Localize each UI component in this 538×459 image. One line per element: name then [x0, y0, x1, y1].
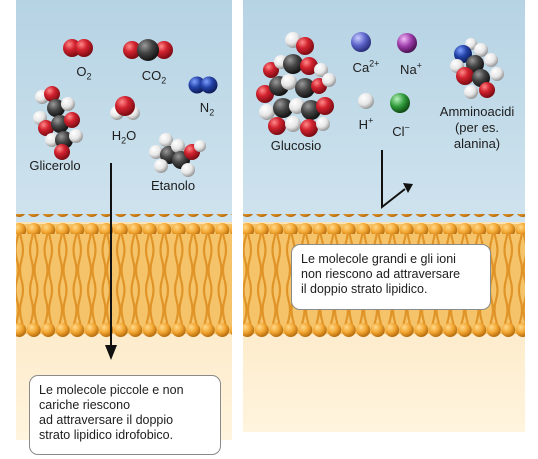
glycerol-label: Glicerolo [29, 158, 81, 173]
permeable-panel: O2 CO2 N2 H2O Glicerolo Etanolo [16, 0, 232, 440]
glucose-label: Glucosio [270, 138, 322, 153]
ethanol-label: Etanolo [150, 178, 196, 193]
glycerol-molecule [33, 86, 83, 160]
impermeable-panel-graphics [243, 0, 525, 432]
chloride-ion [390, 93, 410, 113]
oxygen-label: O2 [76, 64, 92, 82]
diffusion-arrow [105, 163, 117, 360]
nitrogen-molecule [188, 76, 218, 94]
impermeable-callout: Le molecole grandi e gli ioni non riesco… [291, 244, 491, 310]
permeable-panel-graphics [16, 0, 232, 440]
ethanol-molecule [149, 133, 206, 177]
permeable-callout-line: Le molecole piccole e non [39, 383, 184, 397]
oxygen-molecule [63, 39, 93, 57]
water-molecule [110, 96, 140, 120]
hydrogen-ion [358, 93, 374, 109]
permeable-callout-line: strato lipidico idrofobico. [39, 428, 174, 442]
sodium-label: Na+ [400, 60, 422, 77]
lipid-bilayer [16, 214, 232, 338]
alanine-molecule [450, 38, 504, 99]
impermeable-callout-line: il doppio strato lipidico. [301, 282, 428, 296]
amino-acids-label: Amminoacidi (per es. alanina) [439, 104, 515, 151]
permeable-callout: Le molecole piccole e non cariche riesco… [29, 375, 221, 455]
impermeable-callout-line: non riescono ad attraversare [301, 267, 461, 281]
water-label: H2O [111, 128, 137, 146]
permeable-callout-line: ad attraversare il doppio [39, 413, 174, 427]
impermeable-callout-line: Le molecole grandi e gli ioni [301, 252, 456, 266]
calcium-ion [351, 32, 371, 52]
carbon-dioxide-molecule [123, 39, 173, 61]
glucose-molecule [256, 32, 336, 137]
sodium-ion [397, 33, 417, 53]
nitrogen-label: N2 [199, 100, 215, 118]
repelled-arrow [381, 150, 413, 210]
permeable-callout-line: cariche riescono [39, 398, 131, 412]
chloride-label: Cl− [392, 122, 410, 139]
impermeable-panel: Glucosio Ca2+ Na+ H+ Cl− Amminoacidi (pe… [243, 0, 525, 432]
carbon-dioxide-label: CO2 [141, 68, 167, 86]
calcium-label: Ca2+ [352, 58, 380, 75]
hydrogen-label: H+ [358, 115, 374, 132]
